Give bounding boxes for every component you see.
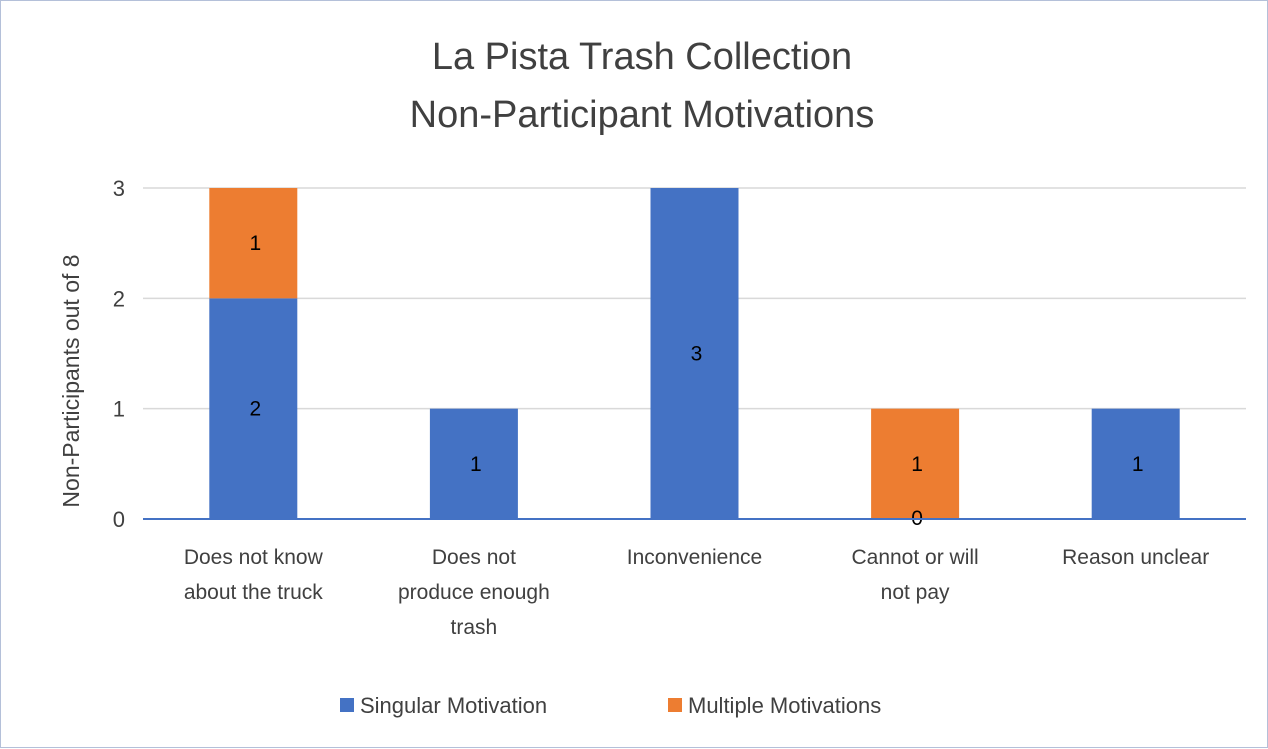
x-tick-label: Cannot or will	[851, 546, 978, 569]
data-label: 3	[691, 343, 703, 366]
chart-title-line: Non-Participant Motivations	[410, 94, 875, 136]
bar-segment	[429, 408, 518, 519]
y-tick-label: 1	[113, 397, 125, 422]
legend-label: Multiple Motivations	[688, 693, 881, 718]
legend-swatch	[668, 698, 682, 712]
bar-segment	[1091, 408, 1180, 519]
data-label: 1	[911, 453, 923, 476]
data-label: 1	[470, 453, 482, 476]
x-tick-label: Does not know	[184, 546, 324, 569]
legend-label: Singular Motivation	[360, 693, 547, 718]
x-tick-label: trash	[451, 616, 498, 639]
x-tick-label: Inconvenience	[627, 546, 762, 569]
y-axis-title: Non-Participants out of 8	[58, 254, 84, 507]
chart-title-line: La Pista Trash Collection	[432, 36, 852, 78]
data-label: 1	[249, 232, 261, 255]
bar-segment	[209, 188, 298, 299]
bars	[209, 188, 1180, 519]
bar-segment	[209, 298, 298, 519]
axes: 0 1 2 3 Does not know about the truck Does not…	[58, 176, 1246, 639]
x-tick-label: Does not	[432, 546, 516, 569]
data-label: 2	[249, 398, 261, 421]
chart-title: La Pista Trash Collection Non-Participant…	[410, 36, 875, 136]
y-tick-label: 0	[113, 507, 125, 532]
x-tick-label: Reason unclear	[1062, 546, 1209, 569]
data-label: 1	[1132, 453, 1144, 476]
y-tick-label: 2	[113, 286, 125, 311]
legend: Singular Motivation Multiple Motivations	[340, 693, 881, 718]
x-tick-label: not pay	[881, 581, 950, 604]
legend-swatch	[340, 698, 354, 712]
bar-segment	[871, 408, 960, 519]
x-tick-label: produce enough	[398, 581, 550, 604]
x-tick-label: about the truck	[184, 581, 323, 604]
bar-segment	[650, 188, 739, 519]
y-tick-label: 3	[113, 176, 125, 201]
